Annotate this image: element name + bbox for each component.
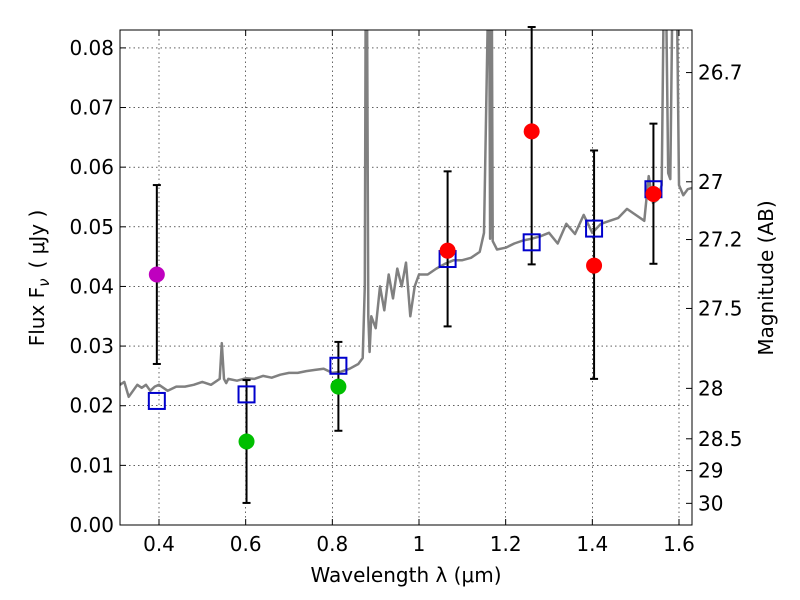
observed-point [238,433,255,450]
y-tick-label: 0.04 [69,274,114,298]
observed-point [586,257,603,274]
model-photometry-square [237,385,256,404]
svg-text:Flux Fν( μJy ): Flux Fν ( μJy ) [25,210,53,347]
observed-point [645,186,662,203]
x-tick-label: 0.6 [230,532,262,556]
x-axis-label: Wavelength λ (μm) [310,563,501,587]
model-spectrum-layer [120,30,692,399]
axis-ticks: 0.4 0.6 0.8 1 1.2 1.4 1.6 0.00 0.01 0.02 0.03 0.04 0… [69,30,743,556]
x-tick-label: 1.6 [663,532,695,556]
y-axis-label-main: Flux F [25,287,49,346]
y-tick-label: 0.07 [69,96,114,120]
model-photometry-square [522,233,541,252]
model-photometry-points [147,180,663,410]
observed-point [439,242,456,259]
right-tick-label: 28.5 [698,427,743,451]
x-tick-label: 1 [413,532,426,556]
right-tick-label: 29 [698,459,723,483]
y-tick-label: 0.02 [69,394,114,418]
y-tick-label: 0.05 [69,215,114,239]
y-axis-label-unit: ( μJy ) [25,210,49,269]
y-axis-label: Flux Fν ( μJy ) [25,210,53,347]
right-tick-label: 30 [698,491,723,515]
x-tick-label: 1.2 [490,532,522,556]
x-tick-label: 1.4 [576,532,608,556]
right-tick-label: 27.5 [698,296,743,320]
right-tick-label: 27 [698,170,723,194]
y-tick-label: 0.06 [69,155,114,179]
observed-photometry-points [148,123,662,450]
model-photometry-square [329,356,348,375]
model-photometry-square [147,391,166,410]
x-tick-label: 0.4 [143,532,175,556]
model-spectrum-line [120,30,692,399]
y-tick-label: 0.01 [69,453,114,477]
y-tick-label: 0.08 [69,36,114,60]
plot-frame [119,29,693,526]
y-tick-label: 0.00 [69,513,114,537]
observed-point [148,266,165,283]
right-axis-label: Magnitude (AB) [754,200,778,355]
x-tick-label: 0.8 [316,532,348,556]
right-tick-label: 27.2 [698,228,743,252]
observed-point [523,123,540,140]
right-tick-label: 28 [698,376,723,400]
observed-point [330,378,347,395]
right-tick-label: 26.7 [698,61,743,85]
y-axis-label-subscript: ν [35,278,53,286]
model-photometry-square [585,219,604,238]
y-tick-label: 0.03 [69,334,114,358]
